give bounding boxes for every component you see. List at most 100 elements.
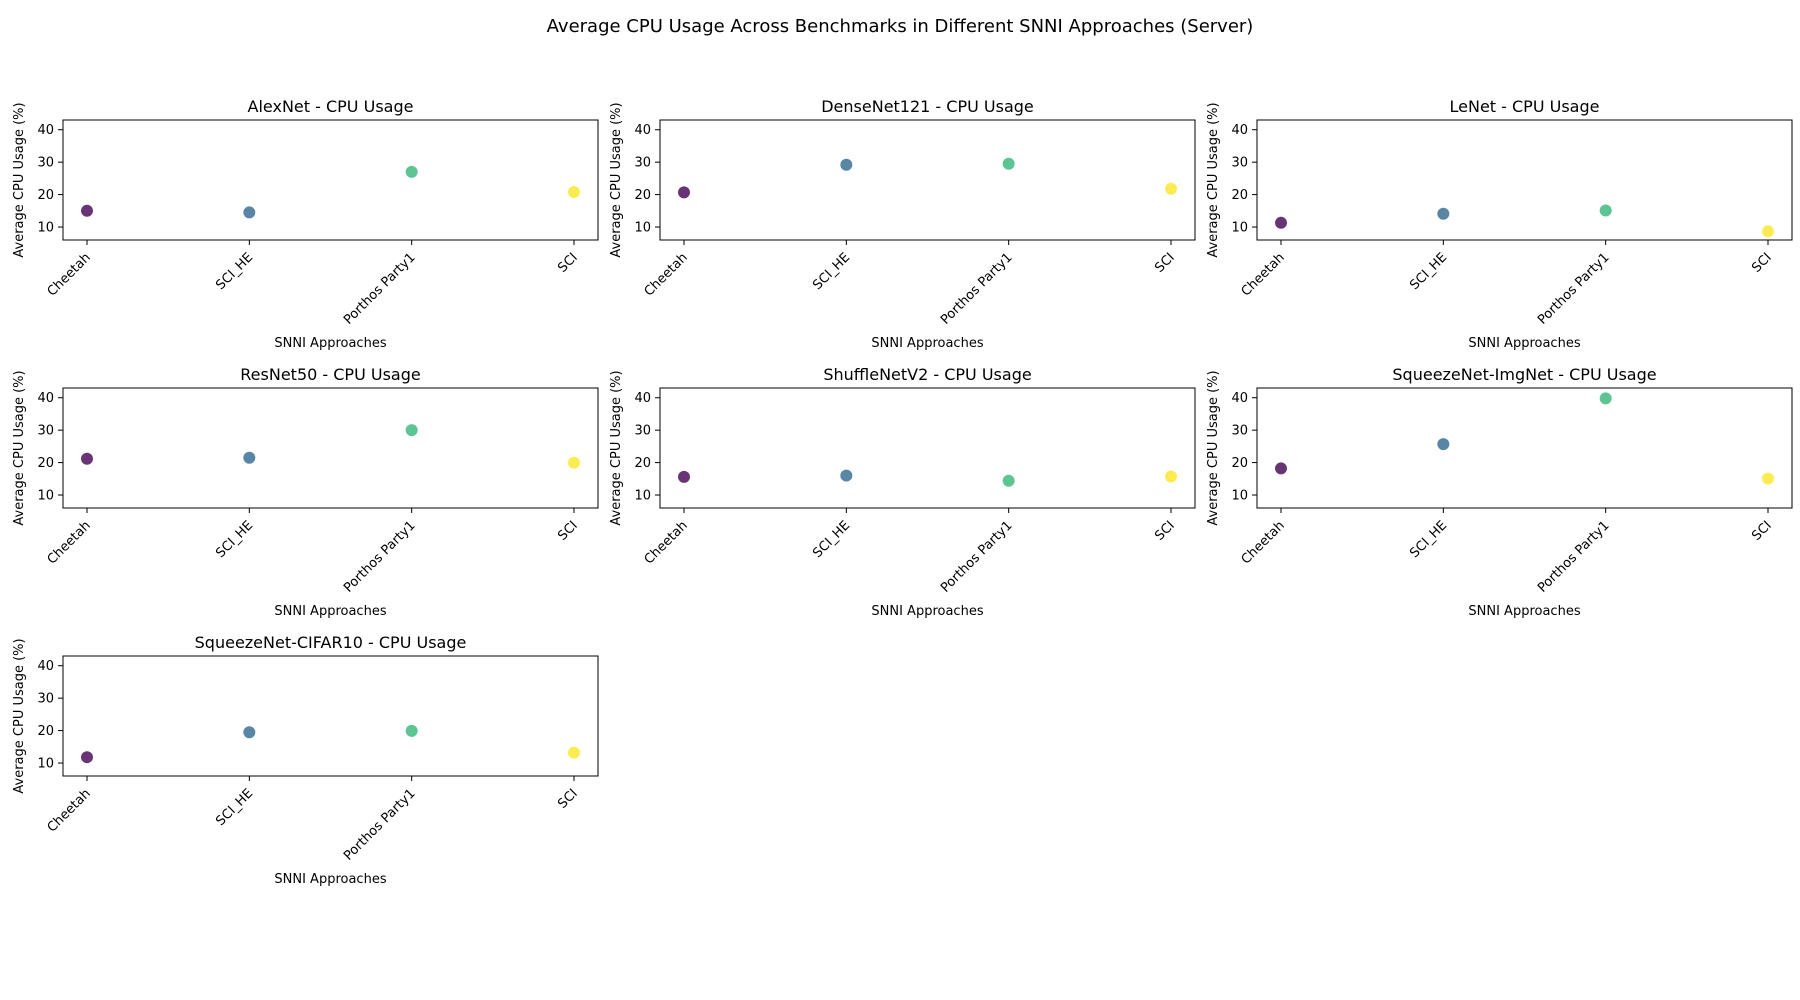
y-tick-label: 10 [634,221,651,236]
y-tick-label: 10 [37,221,54,236]
x-tick-label: SCI [1749,518,1775,544]
x-tick-label: SCI [555,250,581,276]
plot-frame [62,387,599,509]
x-tick-label: Cheetah [45,518,94,567]
subplot-title: ShuffleNetV2 - CPU Usage [823,365,1031,384]
data-point-sci-he [840,469,853,482]
data-point-sci-he [243,206,256,219]
x-tick-label: Porthos Party1 [938,518,1015,595]
x-tick-label: Cheetah [45,786,94,835]
y-tick-label: 30 [1231,156,1248,171]
subplot-6: SqueezeNet-ImgNet - CPU Usage 10 20 30 40 Ave… [1206,365,1793,619]
x-tick-label: Cheetah [1239,250,1288,299]
y-tick-label: 20 [1231,456,1248,471]
data-point-porthos-party1 [1599,392,1612,405]
data-point-cheetah [81,452,93,465]
data-point-cheetah [678,470,690,483]
y-tick-label: 40 [37,391,54,406]
y-tick-label: 20 [634,456,651,471]
x-tick-label: SCI [555,786,581,812]
x-axis-label: SNNI Approaches [274,872,386,887]
x-tick-label: SCI_HE [1407,518,1450,561]
data-point-porthos-party1 [1002,474,1015,487]
x-tick-label: SCI_HE [213,250,256,293]
data-point-sci-he [243,726,256,739]
plot-frame [62,119,599,241]
subplot-3: LeNet - CPU Usage 10 20 30 40 Average CPU Usa… [1206,97,1793,351]
x-tick-label: Cheetah [1239,518,1288,567]
y-tick-label: 40 [634,391,651,406]
y-tick-label: 30 [37,692,54,707]
data-point-cheetah [81,204,93,217]
x-tick-label: SCI_HE [810,518,853,561]
plot-frame [1256,119,1793,241]
y-tick-label: 30 [1231,424,1248,439]
data-point-sci [1762,472,1774,485]
x-tick-label: Porthos Party1 [1535,518,1612,595]
figure-title: Average CPU Usage Across Benchmarks in D… [546,16,1254,37]
y-tick-label: 20 [37,188,54,203]
x-tick-label: Porthos Party1 [341,250,418,327]
y-tick-label: 40 [634,123,651,138]
y-axis-label: Average CPU Usage (%) [12,370,27,525]
x-tick-label: SCI_HE [213,786,256,829]
y-axis-label: Average CPU Usage (%) [12,102,27,257]
x-tick-label: SCI [555,518,581,544]
data-point-porthos-party1 [405,424,418,437]
plot-frame [1256,387,1793,509]
y-axis-label: Average CPU Usage (%) [12,638,27,793]
x-tick-label: SCI [1152,250,1178,276]
x-tick-label: SCI [1152,518,1178,544]
data-point-sci [1762,225,1774,238]
data-point-sci [1165,182,1177,195]
y-tick-label: 40 [37,659,54,674]
subplot-title: SqueezeNet-ImgNet - CPU Usage [1392,365,1656,384]
x-tick-label: Porthos Party1 [1535,250,1612,327]
x-tick-label: Cheetah [642,518,691,567]
y-tick-label: 10 [37,757,54,772]
y-tick-label: 10 [37,489,54,504]
x-axis-label: SNNI Approaches [1468,604,1580,619]
x-tick-label: SCI_HE [1407,250,1450,293]
data-point-porthos-party1 [1002,157,1015,170]
data-point-sci [568,746,580,759]
y-axis-label: Average CPU Usage (%) [609,102,624,257]
x-tick-label: SCI_HE [810,250,853,293]
y-tick-label: 20 [634,188,651,203]
y-tick-label: 40 [1231,123,1248,138]
x-tick-label: SCI [1749,250,1775,276]
x-axis-label: SNNI Approaches [274,336,386,351]
data-point-sci-he [1437,207,1450,220]
data-point-sci [568,186,580,198]
x-axis-label: SNNI Approaches [274,604,386,619]
y-tick-label: 30 [37,156,54,171]
data-point-sci-he [1437,438,1450,451]
subplot-2: DenseNet121 - CPU Usage 10 20 30 40 Average C… [609,97,1196,351]
x-tick-label: Porthos Party1 [341,786,418,863]
x-axis-label: SNNI Approaches [871,604,983,619]
subplot-title: DenseNet121 - CPU Usage [821,97,1034,116]
data-point-sci-he [840,158,853,171]
y-tick-label: 40 [1231,391,1248,406]
x-tick-label: Porthos Party1 [341,518,418,595]
x-tick-label: Cheetah [642,250,691,299]
subplot-1: AlexNet - CPU Usage 10 20 30 40 Average CPU U… [12,97,599,351]
plot-frame [659,119,1196,241]
plot-frame [62,655,599,777]
data-point-porthos-party1 [405,724,418,737]
plot-frame [659,387,1196,509]
subplot-7: SqueezeNet-CIFAR10 - CPU Usage 10 20 30 40 Av… [12,633,599,887]
y-tick-label: 20 [1231,188,1248,203]
data-point-sci-he [243,451,256,464]
x-tick-label: Porthos Party1 [938,250,1015,327]
data-point-cheetah [1275,216,1287,229]
data-point-cheetah [81,751,93,764]
y-tick-label: 10 [634,489,651,504]
x-tick-label: Cheetah [45,250,94,299]
data-point-porthos-party1 [1599,204,1612,217]
y-tick-label: 20 [37,724,54,739]
subplot-title: SqueezeNet-CIFAR10 - CPU Usage [195,633,467,652]
subplot-5: ShuffleNetV2 - CPU Usage 10 20 30 40 Average … [609,365,1196,619]
data-point-cheetah [678,186,690,199]
